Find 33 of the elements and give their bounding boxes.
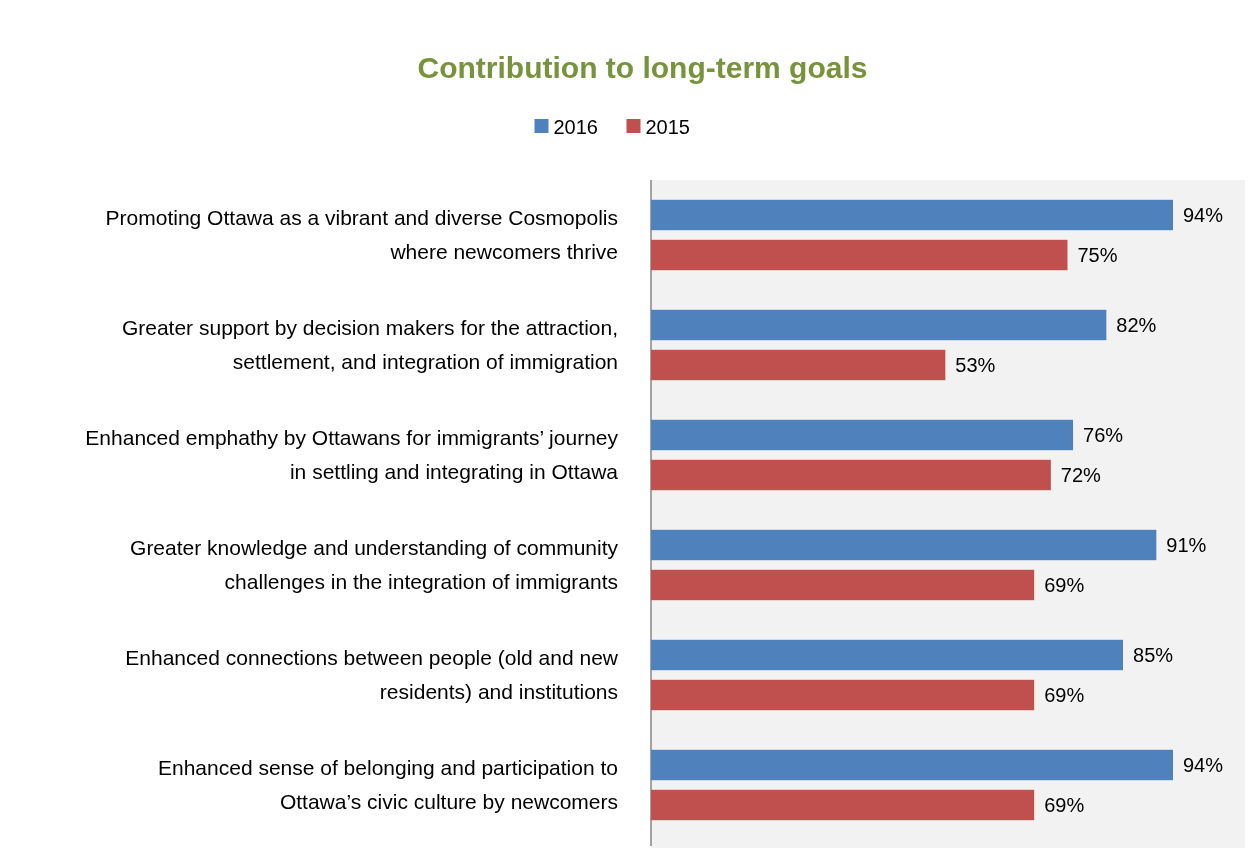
- data-label: 82%: [1116, 314, 1157, 336]
- data-label: 94%: [1183, 754, 1224, 776]
- data-label: 69%: [1044, 684, 1085, 706]
- data-label: 85%: [1133, 644, 1174, 666]
- bar: [651, 569, 1035, 601]
- y-tick-label: Promoting Ottawa as a vibrant and diverse Cosmopolis where newcomers thrive: [105, 206, 618, 263]
- data-label: 53%: [955, 354, 996, 376]
- bar: [651, 309, 1107, 341]
- legend-label: 2015: [645, 116, 690, 138]
- y-tick-label: Greater support by decision makers for the attraction, settlement, and integration of immigration: [121, 316, 618, 373]
- y-tick-label: Enhanced emphathy by Ottawans for immigrants’ journey in settling and integrating in Ottawa: [85, 426, 619, 483]
- data-label: 69%: [1044, 574, 1085, 596]
- data-label: 94%: [1183, 204, 1224, 226]
- bar: [651, 679, 1035, 711]
- y-tick-label: Enhanced sense of belonging and participation to Ottawa’s civic culture by newcomers: [157, 756, 618, 813]
- y-tick-label: Enhanced connections between people (old and new residents) and institutions: [125, 646, 619, 703]
- data-label: 72%: [1060, 464, 1102, 486]
- bar: [651, 639, 1124, 671]
- bar: [651, 789, 1035, 821]
- bar: [651, 199, 1173, 231]
- bar: [651, 459, 1051, 491]
- y-tick-label: Greater knowledge and understanding of community challenges in the integration of immigrants: [130, 536, 619, 593]
- bar: [651, 749, 1173, 781]
- bar: [651, 349, 946, 381]
- data-label: 75%: [1077, 244, 1118, 266]
- bar: [651, 419, 1074, 451]
- chart-title: Contribution to long-term goals: [417, 51, 868, 84]
- legend-label: 2016: [553, 116, 598, 138]
- bar: [651, 239, 1068, 271]
- bar: [651, 529, 1157, 561]
- data-label: 76%: [1083, 424, 1124, 446]
- data-label: 91%: [1166, 534, 1207, 556]
- data-label: 69%: [1044, 794, 1085, 816]
